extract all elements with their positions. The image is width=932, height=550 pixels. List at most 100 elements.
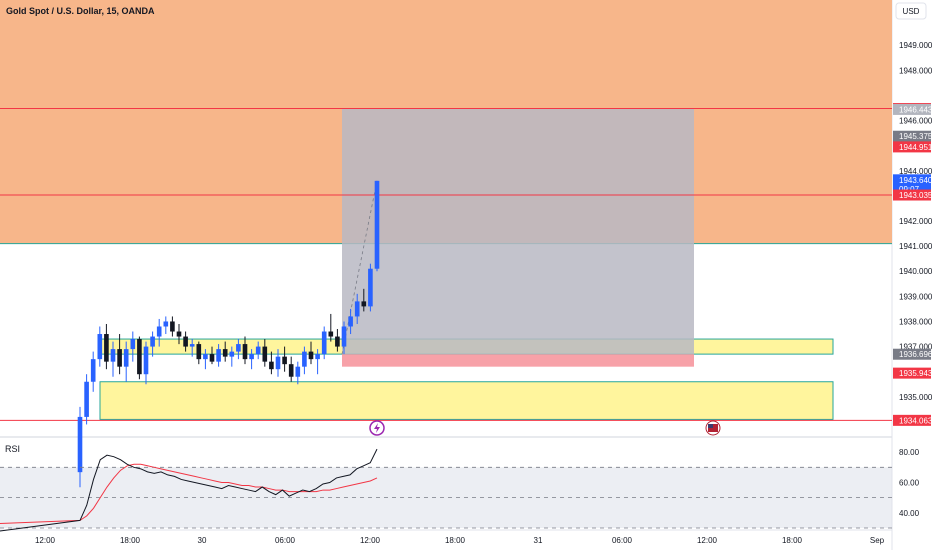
candle-body	[302, 351, 307, 367]
time-tick-label: 12:00	[360, 536, 381, 545]
candle-body	[374, 180, 380, 269]
rsi-layer	[0, 448, 892, 532]
currency-label: USD	[903, 7, 920, 16]
position-stop-area[interactable]	[342, 354, 694, 367]
price-badge	[893, 348, 931, 360]
price-badge	[893, 130, 931, 142]
candle-body	[183, 336, 188, 347]
rsi-line	[0, 448, 378, 532]
candle-body	[341, 326, 347, 347]
time-tick-label: Sep	[870, 536, 885, 545]
time-tick-label: 30	[198, 536, 207, 545]
lightning-icon	[374, 423, 380, 433]
candle-body	[216, 349, 221, 362]
short-position-tool[interactable]	[341, 108, 694, 367]
price-badge-label: 1945.375	[899, 132, 932, 141]
price-tick-label: 1940.000	[899, 267, 932, 276]
time-tick-label: 18:00	[120, 536, 141, 545]
candle-body	[236, 344, 241, 352]
price-tick-label: 1941.000	[899, 242, 932, 251]
candle-body	[288, 364, 294, 377]
price-tick-label: 1948.000	[899, 66, 932, 75]
price-badge-label: 1943.035	[899, 191, 932, 200]
time-tick-label: 18:00	[782, 536, 803, 545]
time-tick-label: 12:00	[35, 536, 56, 545]
time-tick-label: 31	[534, 536, 543, 545]
rsi-band-fill	[0, 467, 892, 528]
candle-body	[196, 344, 202, 360]
price-badge-label: 1934.063	[899, 416, 932, 425]
candle-body	[203, 354, 208, 360]
price-tick-label: 1949.000	[899, 41, 932, 50]
candle-body	[308, 351, 314, 360]
price-badge-label: 1943.640	[899, 176, 932, 185]
price-badge	[893, 189, 931, 201]
candles-layer	[77, 180, 380, 488]
price-tick-label: 1946.000	[899, 117, 932, 126]
candle-body	[354, 301, 360, 317]
candle-body	[262, 346, 268, 362]
candle-body	[84, 381, 89, 417]
zone-demand-2[interactable]	[99, 381, 834, 420]
candle-body	[242, 344, 248, 360]
candle-body	[315, 354, 320, 360]
candle-body	[229, 351, 235, 357]
currency-button[interactable]	[895, 2, 927, 20]
time-axis[interactable]: 12:00 18:00 30 06:00 12:00 18:00 31 06:00 12:00 1…	[35, 536, 885, 545]
symbol-title[interactable]: Gold Spot / U.S. Dollar, 15, OANDA	[6, 6, 155, 16]
price-badge-label: 1946.443	[899, 105, 932, 114]
candle-body	[123, 349, 129, 367]
candle-body	[368, 268, 373, 307]
price-tick-label: 1942.000	[899, 217, 932, 226]
candle-body	[255, 346, 261, 355]
horizontal-lines[interactable]	[0, 108, 892, 421]
candle-body	[163, 321, 169, 327]
price-tick-label: 1935.000	[899, 393, 932, 402]
price-tick-label: 1944.000	[899, 167, 932, 176]
time-tick-label: 18:00	[445, 536, 466, 545]
candle-body	[295, 366, 301, 377]
price-tick-label: 1938.000	[899, 317, 932, 326]
price-axis[interactable]: 1949.000 1948.000 1946.000 1944.000 1942.000…	[899, 41, 932, 402]
candle-body	[209, 354, 215, 362]
candle-body	[176, 331, 182, 337]
candle-body	[222, 349, 228, 357]
flag-canton-icon	[708, 424, 713, 428]
rsi-ma-line	[0, 463, 378, 524]
position-target-area[interactable]	[342, 108, 694, 355]
price-badge	[893, 174, 931, 195]
candle-body	[275, 356, 281, 370]
candle-body	[137, 339, 142, 375]
time-tick-label: 06:00	[612, 536, 633, 545]
event-markers[interactable]	[369, 420, 721, 436]
price-badge-countdown: 09:07	[899, 185, 920, 194]
candle-body	[97, 334, 103, 360]
candle-body	[249, 354, 254, 360]
rsi-axis[interactable]: 80.00 60.00 40.00	[899, 448, 920, 518]
price-tick-label: 1939.000	[899, 292, 932, 301]
candle-body	[143, 346, 149, 375]
candle-body	[130, 339, 136, 350]
candle-body	[282, 356, 287, 365]
candle-body	[110, 349, 116, 362]
candle-body	[77, 416, 83, 473]
candle-body	[328, 331, 334, 337]
price-badges: 1946.4781946.4431945.3751944.9511943.640…	[893, 103, 932, 426]
candle-body	[189, 344, 195, 347]
candle-body	[117, 349, 122, 367]
candle-body	[170, 321, 175, 332]
price-badge	[893, 414, 931, 426]
candle-body	[90, 359, 96, 382]
candle-body	[269, 361, 274, 370]
price-badge	[893, 103, 931, 115]
candle-body	[361, 301, 367, 307]
candle-body	[156, 326, 162, 337]
price-badge-label: 1935.943	[899, 369, 932, 378]
candle-body	[321, 331, 327, 355]
rsi-label[interactable]: RSI	[5, 444, 20, 454]
time-tick-label: 12:00	[697, 536, 718, 545]
price-badge	[893, 367, 931, 379]
price-badge-label: 1936.696	[899, 350, 932, 359]
candle-body	[335, 336, 340, 347]
